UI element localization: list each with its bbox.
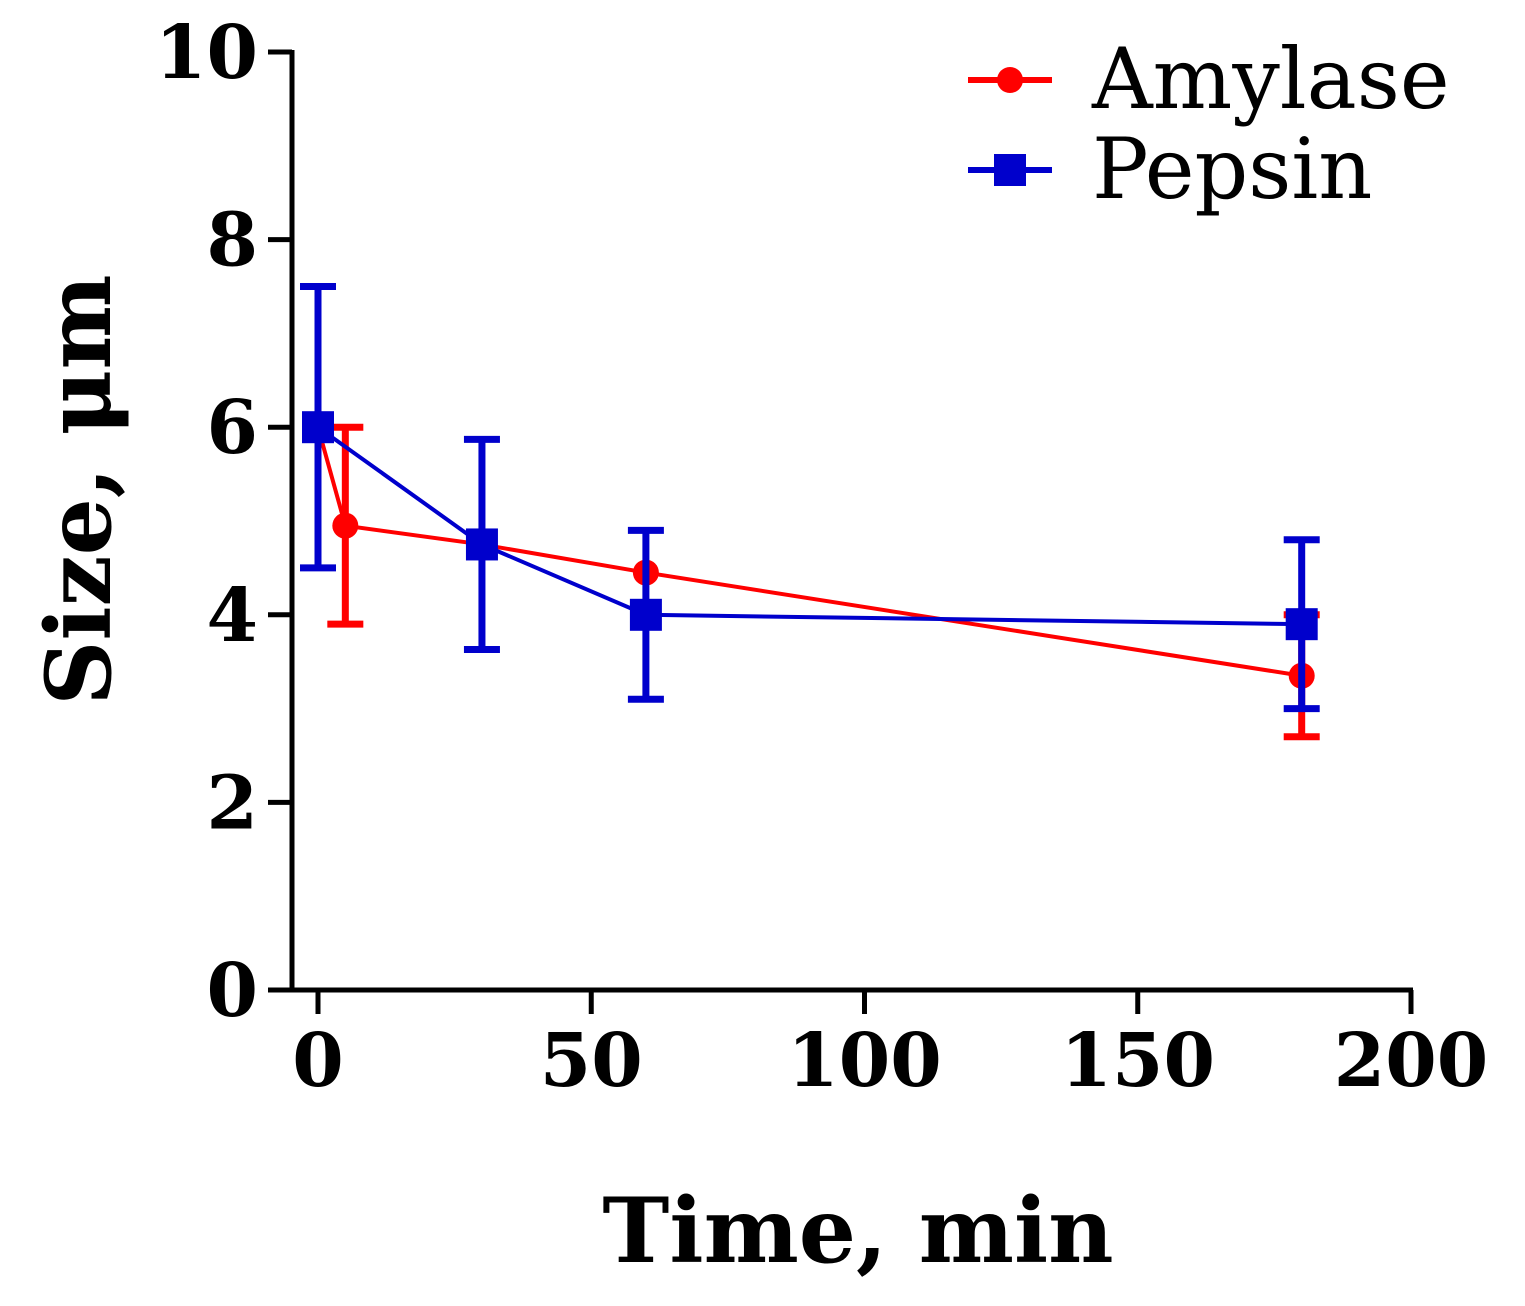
series-line <box>316 426 1303 678</box>
legend-marker <box>997 67 1023 93</box>
y-tick-label: 4 <box>207 573 259 659</box>
x-tick-label: 150 <box>1061 1018 1215 1104</box>
legend-label: Pepsin <box>1092 120 1372 218</box>
legend-item-pepsin: Pepsin <box>968 120 1372 218</box>
legend-marker <box>994 154 1026 186</box>
x-tick-label: 200 <box>1334 1018 1488 1104</box>
series-pepsin <box>300 283 1320 713</box>
series-amylase <box>305 414 1320 741</box>
series-line <box>316 425 1302 627</box>
x-axis-title: Time, min <box>602 1178 1113 1284</box>
axes <box>289 50 1413 993</box>
data-point <box>332 512 359 539</box>
legend-item-amylase: Amylase <box>968 30 1450 128</box>
y-tick-label: 10 <box>155 10 258 96</box>
data-point <box>302 411 334 444</box>
data-point <box>629 598 662 631</box>
x-tick-label: 100 <box>787 1018 941 1104</box>
y-axis-title: Size, μm <box>26 274 132 705</box>
legend-label: Amylase <box>1091 30 1450 128</box>
x-tick-label: 0 <box>292 1018 344 1104</box>
y-tick-label: 6 <box>207 385 259 471</box>
x-tick-label: 50 <box>540 1018 643 1104</box>
y-tick-label: 2 <box>207 760 259 846</box>
data-point <box>1285 608 1318 641</box>
y-tick-label: 0 <box>207 948 259 1034</box>
data-point <box>465 528 498 561</box>
series <box>300 283 1320 741</box>
y-tick-label: 8 <box>207 198 259 284</box>
